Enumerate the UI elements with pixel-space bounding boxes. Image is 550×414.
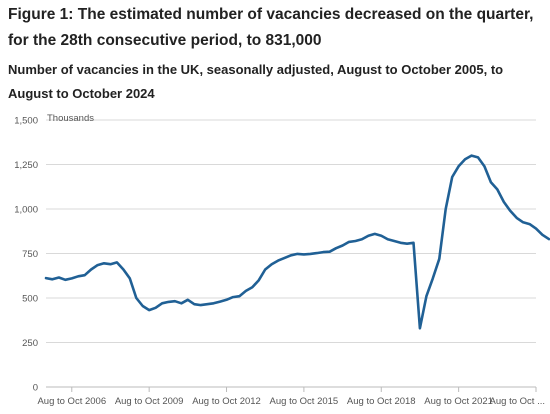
- x-tick-label: Aug to Oct 2009: [115, 396, 184, 407]
- series-layer: [44, 154, 550, 330]
- y-axis-unit-label: Thousands: [47, 113, 94, 124]
- x-axis: Aug to Oct 2006 Aug to Oct 2009 Aug to Oct…: [37, 386, 545, 407]
- chart-subtitle: Number of vacancies in the UK, seasonall…: [8, 62, 504, 101]
- x-tick-label: Aug to Oct 2021: [424, 396, 493, 407]
- y-tick-label: 1,250: [14, 160, 38, 171]
- gridlines: [46, 119, 536, 343]
- vacancies-series-line: [44, 154, 550, 330]
- y-tick-label: 500: [22, 294, 38, 305]
- x-tick-label: Aug to Oct 2015: [270, 396, 339, 407]
- y-tick-label: 0: [33, 383, 38, 394]
- chart-title: Figure 1: The estimated number of vacanc…: [8, 6, 534, 49]
- x-tick-label: Aug to Oct 2012: [192, 396, 261, 407]
- y-tick-label: 1,500: [14, 116, 38, 127]
- y-axis-tick-labels: 0 250 500 750 1,000 1,250 1,500: [14, 116, 38, 394]
- y-tick-label: 1,000: [14, 205, 38, 216]
- y-tick-label: 250: [22, 338, 38, 349]
- x-tick-label: Aug to Oct ...: [490, 396, 545, 407]
- x-tick-label: Aug to Oct 2006: [37, 396, 106, 407]
- x-tick-label: Aug to Oct 2018: [347, 396, 416, 407]
- y-tick-label: 750: [22, 249, 38, 260]
